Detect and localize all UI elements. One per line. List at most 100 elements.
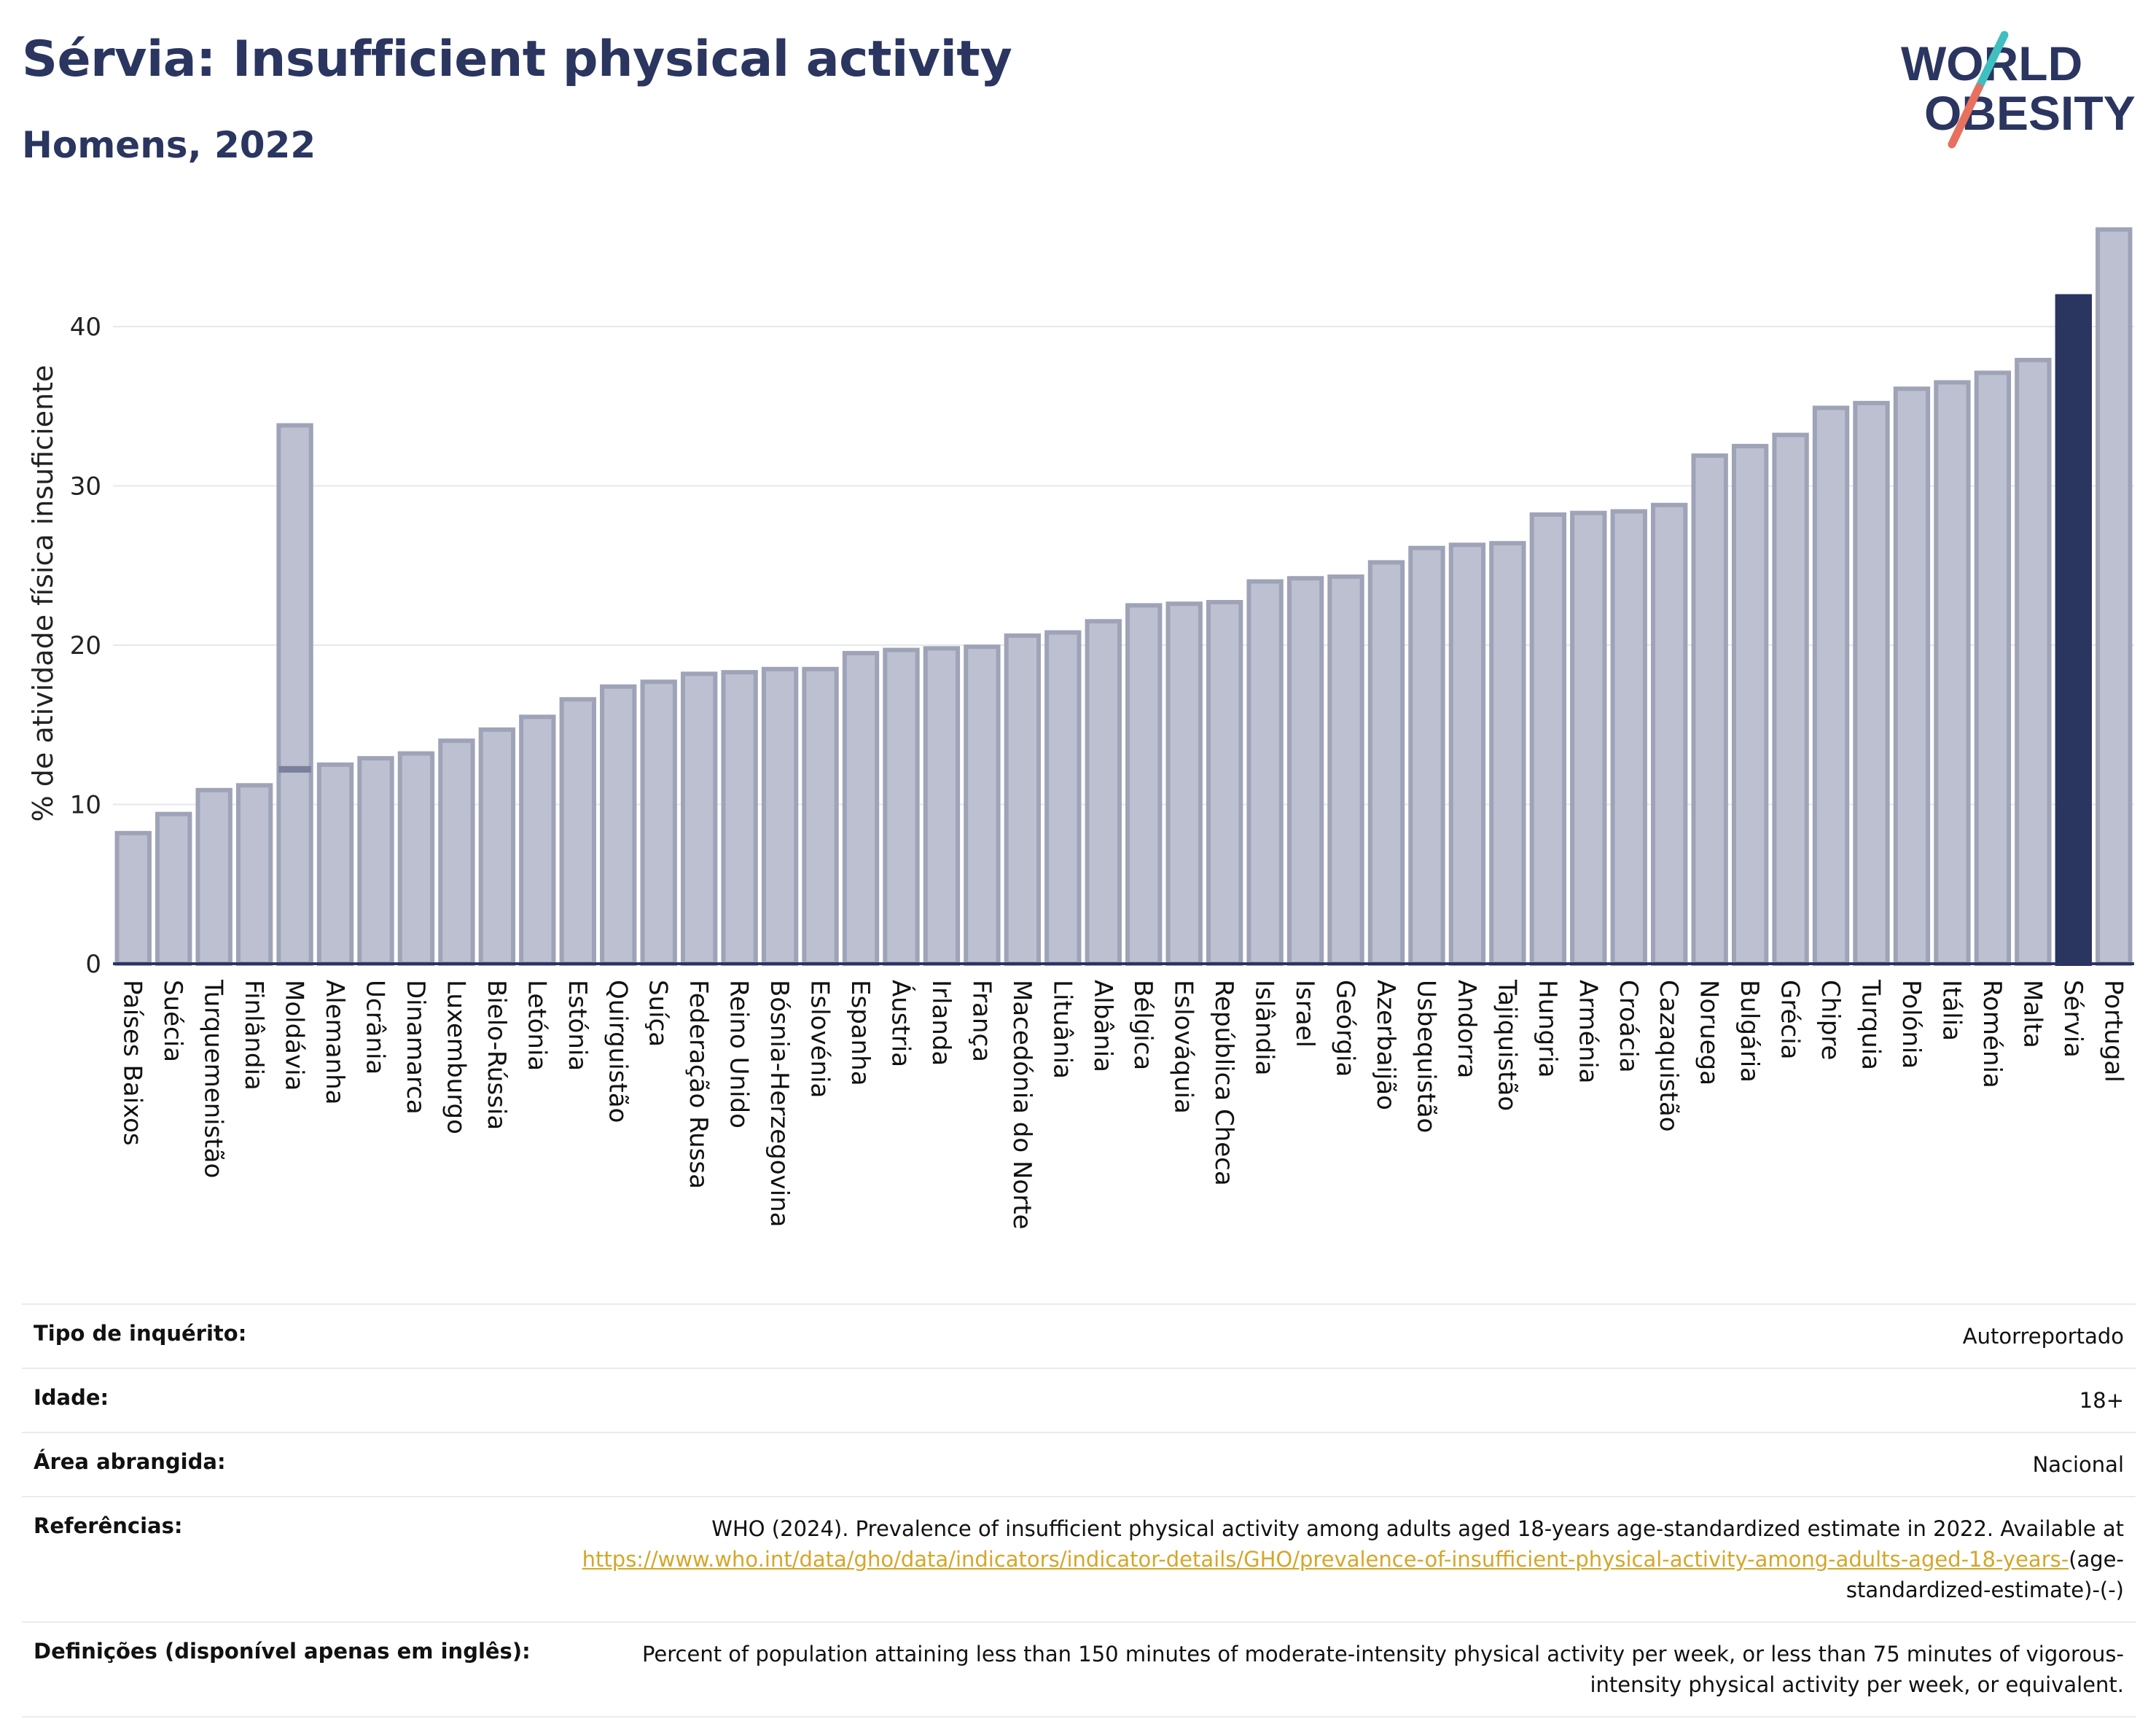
x-tick-label: Polónia [1897,980,1926,1069]
x-tick-label: Usbequistão [1411,980,1440,1133]
x-tick-label: Tajiquistão [1492,979,1521,1111]
x-tick-label: Federação Russa [684,980,713,1189]
info-row-area: Área abrangida: Nacional [22,1432,2136,1497]
y-tick-label: 30 [70,472,101,502]
info-value: 18+ [570,1368,2136,1432]
x-tick-label: Eslováquia [1169,980,1198,1114]
x-tick-label: Andorra [1452,980,1481,1078]
bar [1206,600,1243,966]
chart-subtitle: Homens, 2022 [22,124,316,166]
bar [1085,619,1122,966]
x-tick-label: Bósnia-Herzegovina [765,980,794,1228]
x-tick-label: Geórgia [1331,980,1360,1077]
x-tick-label: Cazaquistão [1654,980,1683,1132]
bar [640,679,677,966]
bar [680,671,718,966]
bar [721,670,758,966]
bar [2015,357,2052,966]
y-tick-label: 20 [70,631,101,660]
y-tick-label: 0 [85,950,101,979]
bar [155,811,192,967]
bar [802,666,839,967]
x-tick-label: Bulgária [1735,980,1764,1083]
reference-suffix: (age-standardized-estimate)-(-) [1846,1547,2124,1602]
bar [1165,601,1203,966]
bar [357,756,394,967]
y-axis-title: % de atividade física insuficiente [27,365,59,822]
bar [1731,443,1769,966]
bar [964,644,1001,966]
bar [1004,633,1042,966]
y-tick-label: 10 [70,791,101,820]
x-tick-label: Luxemburgo [441,980,470,1134]
bar [923,646,961,966]
bar [478,727,516,967]
info-label: Área abrangida: [22,1432,570,1497]
x-tick-label: Suécia [158,980,187,1062]
x-tick-label: Hungria [1533,980,1562,1078]
x-tick-label: Países Baixos [118,980,147,1146]
bar [1489,541,1526,966]
x-tick-label: Macedónia do Norte [1007,980,1036,1229]
info-label: Tipo de inquérito: [22,1303,570,1368]
bar [883,647,920,967]
bar [1934,380,1971,966]
bar [1812,405,1850,966]
bar [276,423,313,966]
x-tick-label: Malta [2018,980,2047,1048]
x-tick-label: Noruega [1695,980,1724,1085]
bar [1974,370,2012,966]
info-row-age: Idade: 18+ [22,1368,2136,1432]
bar [1448,542,1486,966]
y-tick-label: 40 [70,313,101,342]
x-tick-label: Suíça [644,980,673,1047]
bar [235,783,273,966]
x-tick-label: Letónia [522,980,551,1071]
logo-slash-coral [1948,83,1983,149]
info-row-survey-type: Tipo de inquérito: Autorreportado [22,1303,2136,1368]
info-row-definitions: Definições (disponível apenas em inglês)… [22,1621,2136,1718]
chart-title: Sérvia: Insufficient physical activity [22,31,1012,88]
x-tick-label: Ucrânia [360,980,389,1075]
x-tick-label: Moldávia [280,980,309,1091]
info-label: Referências: [22,1496,570,1622]
bar [559,697,596,967]
bar [1044,630,1082,966]
x-tick-label: Sérvia [2058,980,2087,1058]
x-tick-label: Estónia [563,980,592,1071]
bar [1691,453,1728,966]
x-tick-label: Roménia [1977,980,2007,1088]
x-tick-label: Grécia [1776,980,1805,1059]
x-tick-label: Dinamarca [401,980,430,1115]
bar [114,830,152,966]
info-value: Autorreportado [570,1303,2136,1368]
bar [1570,510,1607,966]
bar [397,751,435,966]
x-tick-label: Israel [1290,980,1319,1048]
bar [600,684,637,966]
bar [1893,386,1931,966]
info-row-references: Referências: WHO (2024). Prevalence of i… [22,1496,2136,1622]
bar [1408,545,1445,966]
x-tick-label: Irlanda [926,980,956,1066]
x-tick-label: Espanha [845,980,875,1086]
bar [519,714,556,966]
x-tick-label: Chipre [1816,980,1845,1060]
x-tick-label: Bélgica [1128,980,1157,1070]
reference-link[interactable]: https://www.who.int/data/gho/data/indica… [582,1547,2069,1572]
info-value: Percent of population attaining less tha… [570,1621,2136,1718]
bar [1125,603,1163,966]
logo-slash-teal [1975,31,2009,92]
x-tick-label: Finlândia [239,980,268,1091]
info-label: Idade: [22,1368,570,1432]
bar [2096,227,2133,966]
x-tick-label: Croácia [1614,980,1643,1073]
x-tick-label: República Checa [1209,980,1238,1186]
bar [842,650,880,966]
bar [1327,574,1364,966]
bar [1772,432,1809,966]
bar [1853,400,1890,966]
bar [438,738,475,967]
x-tick-label: Reino Unido [724,980,754,1128]
bar [1651,502,1688,966]
